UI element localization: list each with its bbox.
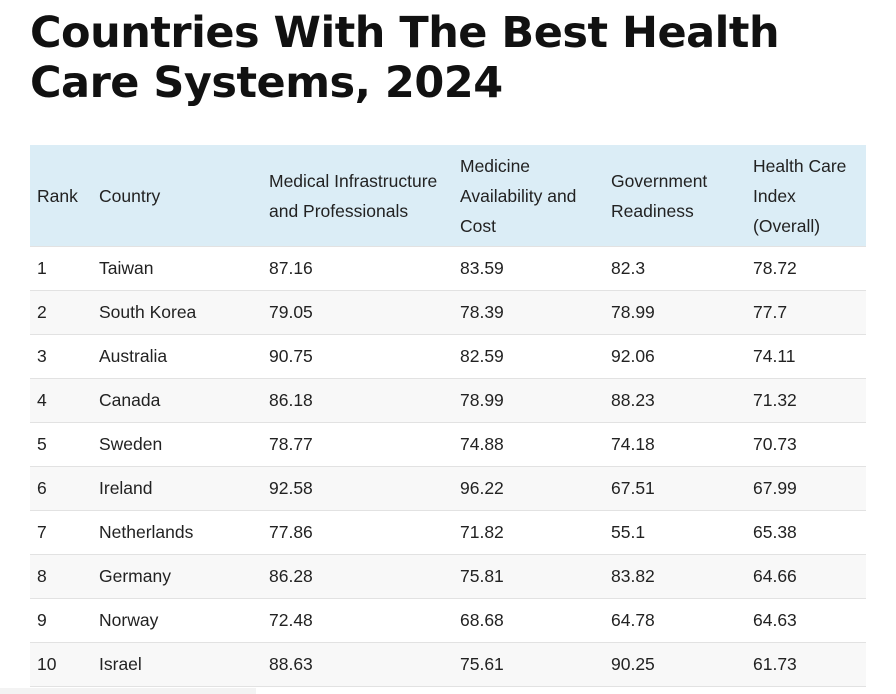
cell-government-readiness: 55.1 <box>611 510 753 555</box>
column-header-country: Country <box>99 145 269 247</box>
cell-health-care-index: 70.73 <box>753 422 866 467</box>
cell-rank: 5 <box>30 422 99 467</box>
cell-health-care-index: 78.72 <box>753 246 866 291</box>
cell-health-care-index: 64.63 <box>753 598 866 643</box>
cell-health-care-index: 74.11 <box>753 334 866 379</box>
cell-medicine-availability: 96.22 <box>460 466 611 511</box>
cell-country: Australia <box>99 334 269 379</box>
cell-country: Germany <box>99 554 269 599</box>
cell-rank: 2 <box>30 290 99 335</box>
cell-country: Norway <box>99 598 269 643</box>
cell-rank: 10 <box>30 642 99 687</box>
table-body: 1 Taiwan 87.16 83.59 82.3 78.72 2 South Korea 79… <box>30 246 866 687</box>
page-title: Countries With The Best Health Care Syst… <box>30 8 780 108</box>
cell-rank: 7 <box>30 510 99 555</box>
cell-medicine-availability: 74.88 <box>460 422 611 467</box>
table-row: 7 Netherlands 77.86 71.82 55.1 65.38 <box>30 510 866 555</box>
cell-country: Taiwan <box>99 246 269 291</box>
cell-country: Sweden <box>99 422 269 467</box>
table-row: 6 Ireland 92.58 96.22 67.51 67.99 <box>30 466 866 511</box>
health-care-table: Rank Country Medical Infrastructure and Pr… <box>30 145 866 687</box>
cell-health-care-index: 77.7 <box>753 290 866 335</box>
cell-health-care-index: 61.73 <box>753 642 866 687</box>
cell-rank: 1 <box>30 246 99 291</box>
column-header-government-readiness: Government Readiness <box>611 145 753 247</box>
cell-government-readiness: 90.25 <box>611 642 753 687</box>
cell-government-readiness: 92.06 <box>611 334 753 379</box>
cell-medical-infrastructure: 78.77 <box>269 422 460 467</box>
horizontal-scrollbar[interactable] <box>0 688 256 694</box>
cell-rank: 3 <box>30 334 99 379</box>
cell-country: South Korea <box>99 290 269 335</box>
cell-health-care-index: 71.32 <box>753 378 866 423</box>
table-row: 1 Taiwan 87.16 83.59 82.3 78.72 <box>30 246 866 291</box>
cell-government-readiness: 64.78 <box>611 598 753 643</box>
table-row: 2 South Korea 79.05 78.39 78.99 77.7 <box>30 290 866 335</box>
cell-country: Netherlands <box>99 510 269 555</box>
cell-medical-infrastructure: 88.63 <box>269 642 460 687</box>
table-row: 10 Israel 88.63 75.61 90.25 61.73 <box>30 642 866 687</box>
cell-medical-infrastructure: 87.16 <box>269 246 460 291</box>
table-row: 9 Norway 72.48 68.68 64.78 64.63 <box>30 598 866 643</box>
cell-government-readiness: 88.23 <box>611 378 753 423</box>
cell-rank: 4 <box>30 378 99 423</box>
cell-rank: 8 <box>30 554 99 599</box>
column-header-health-care-index: Health Care Index (Overall) <box>753 145 866 247</box>
cell-medicine-availability: 83.59 <box>460 246 611 291</box>
table-row: 8 Germany 86.28 75.81 83.82 64.66 <box>30 554 866 599</box>
column-header-medicine-availability: Medicine Availability and Cost <box>460 145 611 247</box>
cell-country: Israel <box>99 642 269 687</box>
cell-government-readiness: 82.3 <box>611 246 753 291</box>
cell-medical-infrastructure: 86.28 <box>269 554 460 599</box>
cell-government-readiness: 67.51 <box>611 466 753 511</box>
cell-health-care-index: 67.99 <box>753 466 866 511</box>
cell-medicine-availability: 71.82 <box>460 510 611 555</box>
table-row: 5 Sweden 78.77 74.88 74.18 70.73 <box>30 422 866 467</box>
cell-country: Canada <box>99 378 269 423</box>
cell-medicine-availability: 78.39 <box>460 290 611 335</box>
cell-medical-infrastructure: 90.75 <box>269 334 460 379</box>
table-row: 3 Australia 90.75 82.59 92.06 74.11 <box>30 334 866 379</box>
cell-government-readiness: 78.99 <box>611 290 753 335</box>
cell-medical-infrastructure: 92.58 <box>269 466 460 511</box>
cell-medical-infrastructure: 72.48 <box>269 598 460 643</box>
cell-health-care-index: 64.66 <box>753 554 866 599</box>
cell-medicine-availability: 82.59 <box>460 334 611 379</box>
cell-country: Ireland <box>99 466 269 511</box>
cell-medicine-availability: 68.68 <box>460 598 611 643</box>
cell-health-care-index: 65.38 <box>753 510 866 555</box>
cell-government-readiness: 74.18 <box>611 422 753 467</box>
cell-medicine-availability: 75.61 <box>460 642 611 687</box>
column-header-rank: Rank <box>30 145 99 247</box>
cell-medical-infrastructure: 79.05 <box>269 290 460 335</box>
cell-government-readiness: 83.82 <box>611 554 753 599</box>
cell-rank: 9 <box>30 598 99 643</box>
cell-medical-infrastructure: 77.86 <box>269 510 460 555</box>
cell-rank: 6 <box>30 466 99 511</box>
cell-medicine-availability: 78.99 <box>460 378 611 423</box>
column-header-medical-infrastructure: Medical Infrastructure and Professionals <box>269 145 460 247</box>
cell-medicine-availability: 75.81 <box>460 554 611 599</box>
table-header-row: Rank Country Medical Infrastructure and Pr… <box>30 145 866 247</box>
table-row: 4 Canada 86.18 78.99 88.23 71.32 <box>30 378 866 423</box>
cell-medical-infrastructure: 86.18 <box>269 378 460 423</box>
